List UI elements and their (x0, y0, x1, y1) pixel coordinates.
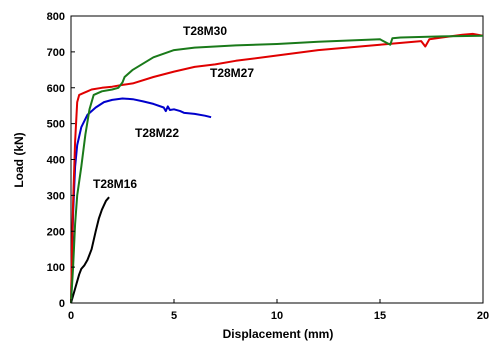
y-axis-title: Load (kN) (12, 132, 26, 187)
series-label-t28m30: T28M30 (183, 24, 227, 38)
y-tick-label: 300 (47, 190, 65, 202)
plot-frame (70, 15, 484, 304)
y-tick-label: 600 (47, 83, 65, 95)
x-tick-label: 0 (68, 310, 74, 322)
plot-area: 0 5 10 15 20 0 100 200 300 400 500 600 700 800 (47, 11, 489, 322)
series-line-t28m22 (70, 97, 212, 304)
x-tick-label: 20 (477, 310, 489, 322)
y-tick-label: 100 (47, 262, 65, 274)
series-label-t28m22: T28M22 (135, 126, 179, 140)
y-tick-label: 700 (47, 47, 65, 59)
series-label-t28m27: T28M27 (210, 66, 254, 80)
series-line-t28m27 (70, 32, 484, 304)
series-line-t28m30 (70, 34, 484, 304)
x-tick-label: 10 (271, 310, 283, 322)
series-line-t28m16 (70, 196, 110, 304)
x-tick-label: 5 (171, 310, 177, 322)
y-tick-label: 500 (47, 119, 65, 131)
y-tick-label: 200 (47, 226, 65, 238)
y-axis-ticks: 0 100 200 300 400 500 600 700 800 (47, 11, 75, 310)
y-tick-label: 800 (47, 11, 65, 23)
series-label-t28m16: T28M16 (93, 177, 137, 191)
y-tick-label: 0 (59, 298, 65, 310)
series-layer (70, 32, 484, 304)
x-axis-title: Displacement (mm) (223, 327, 334, 341)
x-axis-ticks: 0 5 10 15 20 (68, 299, 489, 322)
x-tick-label: 15 (374, 310, 386, 322)
y-tick-label: 400 (47, 155, 65, 167)
